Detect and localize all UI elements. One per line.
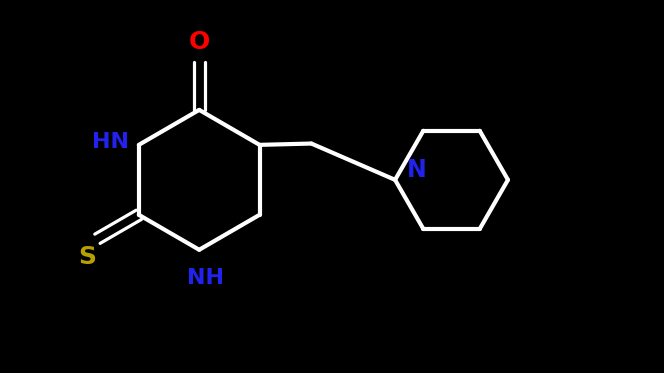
Text: O: O <box>189 30 210 54</box>
Text: N: N <box>406 158 426 182</box>
Text: HN: HN <box>92 132 129 151</box>
Text: S: S <box>78 245 96 269</box>
Text: NH: NH <box>187 268 224 288</box>
